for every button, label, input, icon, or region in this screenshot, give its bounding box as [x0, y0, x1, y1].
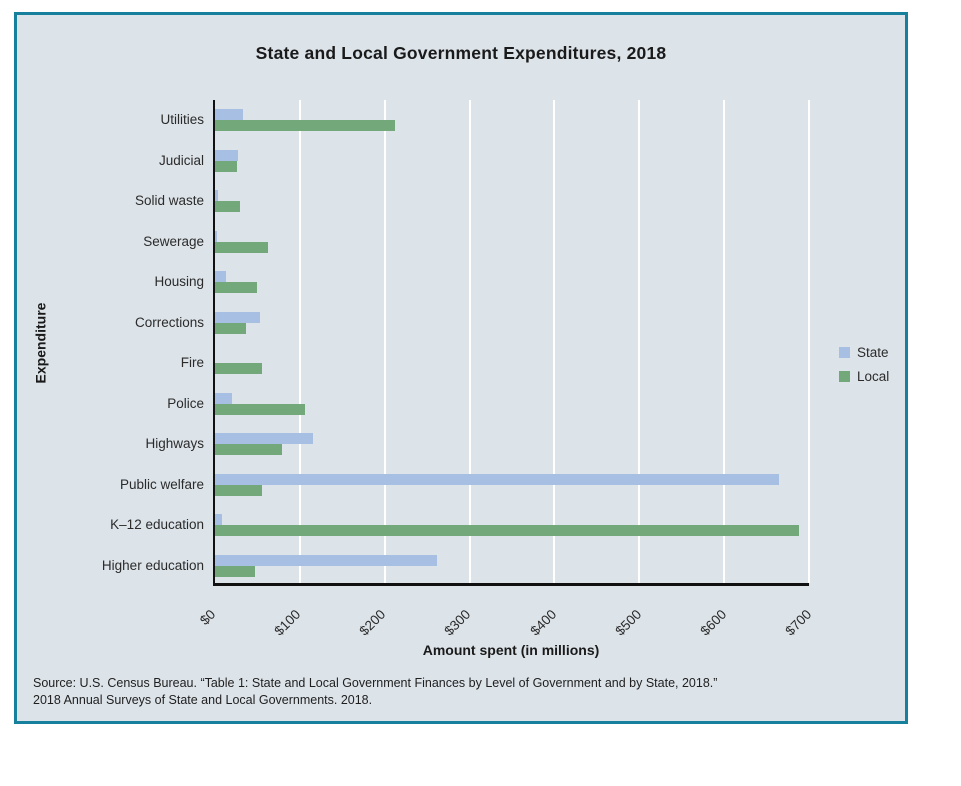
bar-row — [215, 262, 809, 303]
state-bar — [215, 109, 243, 121]
local-bar — [215, 120, 395, 132]
gridline — [553, 100, 556, 583]
category-label: Corrections — [134, 314, 204, 330]
category-label: Higher education — [101, 557, 204, 573]
x-ticks-spacer — [63, 586, 213, 640]
legend-item-state: State — [839, 345, 889, 360]
x-tick-label: $200 — [356, 606, 389, 639]
bar-rows — [215, 100, 809, 583]
y-axis-labels: Utilities Judicial Solid waste Sewerage Hous… — [63, 100, 213, 586]
x-axis-title: Amount spent (in millions) — [422, 642, 600, 658]
bar-row — [215, 343, 809, 384]
gridline — [808, 100, 810, 583]
bar-row — [215, 384, 809, 425]
x-tick-label: $600 — [697, 606, 730, 639]
state-bar — [215, 473, 780, 485]
source-line-2: 2018 Annual Surveys of State and Local G… — [33, 693, 373, 708]
source-line-1: Source: U.S. Census Bureau. “Table 1: St… — [33, 676, 718, 691]
bar-row — [215, 424, 809, 465]
x-tick-label: $300 — [441, 606, 474, 639]
x-axis-tick-labels: $0 $100 $200 $300 $400 $500 $600 $700 — [197, 586, 814, 640]
x-tick-label: $400 — [527, 606, 559, 639]
category-label: Housing — [154, 274, 204, 289]
legend-swatch-state — [839, 347, 850, 358]
x-tick-label: $100 — [271, 606, 304, 639]
bar-row — [215, 303, 809, 344]
gridline — [723, 100, 726, 583]
state-bar — [215, 514, 222, 526]
y-axis-title-wrap: Expenditure — [17, 100, 63, 586]
bar-row — [215, 222, 809, 263]
legend-label-local: Local — [857, 369, 890, 384]
local-bar — [215, 322, 246, 334]
local-bar — [215, 484, 262, 496]
chart-panel: State and Local Government Expenditures,… — [14, 12, 908, 724]
legend-swatch-local — [839, 371, 850, 382]
bar-row — [215, 546, 809, 587]
state-bar — [215, 230, 217, 242]
category-label: Solid waste — [134, 193, 204, 208]
category-label: K–12 education — [110, 517, 204, 532]
local-bar — [215, 444, 283, 456]
plot-row: Utilities Judicial Solid waste Sewerage Hous… — [63, 100, 810, 586]
category-label: Fire — [180, 355, 204, 370]
state-bar — [215, 433, 313, 445]
local-bar — [215, 201, 240, 213]
state-bar — [215, 271, 227, 283]
plot-column: Utilities Judicial Solid waste Sewerage Hous… — [63, 78, 814, 658]
gridline — [383, 100, 386, 583]
chart-body: Expenditure Utilities Judicial Solid waste… — [17, 78, 905, 658]
legend-item-local: Local — [839, 369, 889, 384]
local-bar — [215, 282, 257, 294]
gridline — [638, 100, 641, 583]
local-bar — [215, 565, 255, 577]
category-label: Sewerage — [143, 233, 204, 249]
bar-row — [215, 181, 809, 222]
source-note: Source: U.S. Census Bureau. “Table 1: St… — [33, 675, 717, 709]
gridline — [468, 100, 471, 583]
legend-label-state: State — [857, 345, 889, 360]
local-bar — [215, 160, 238, 172]
state-bar — [215, 149, 238, 161]
x-tick-label: $500 — [612, 606, 645, 639]
state-bar — [215, 190, 219, 202]
category-label: Utilities — [160, 112, 204, 127]
category-label: Police — [167, 395, 204, 411]
bar-row — [215, 141, 809, 182]
local-bar — [215, 403, 305, 415]
category-label: Judicial — [158, 152, 204, 168]
plot-area — [213, 100, 810, 586]
x-tick-label: $700 — [782, 606, 815, 639]
y-axis-title: Expenditure — [32, 302, 48, 384]
category-label: Public welfare — [119, 476, 204, 492]
x-ticks-row: $0 $100 $200 $300 $400 $500 $600 $700 — [63, 586, 814, 640]
bar-row — [215, 505, 809, 546]
local-bar — [215, 363, 262, 375]
bar-row — [215, 100, 809, 141]
chart-title: State and Local Government Expenditures,… — [255, 43, 667, 63]
local-bar — [215, 241, 268, 253]
local-bar — [215, 525, 799, 537]
state-bar — [215, 392, 232, 404]
bar-row — [215, 465, 809, 506]
state-bar — [215, 554, 438, 566]
gridline — [298, 100, 301, 583]
state-bar — [215, 311, 260, 323]
category-label: Highways — [145, 436, 204, 451]
legend: State Local — [839, 345, 889, 384]
